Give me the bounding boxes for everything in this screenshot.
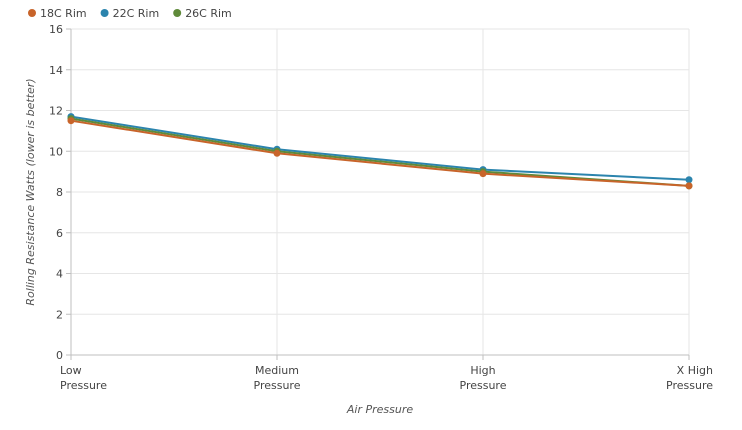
y-tick-label: 8	[56, 186, 63, 199]
y-tick-label: 12	[49, 105, 63, 118]
data-point[interactable]	[67, 117, 75, 125]
legend: 18C Rim 22C Rim 26C Rim	[28, 7, 232, 20]
y-tick-label: 10	[49, 145, 63, 158]
axes: 0 2 4 6 8 10 12 14 16 Low Pressure Medium Pressure Hi…	[49, 23, 713, 392]
legend-marker[interactable]	[28, 9, 36, 17]
series-line	[70, 117, 690, 187]
series-line	[70, 119, 690, 187]
legend-marker[interactable]	[173, 9, 182, 17]
y-tick-label: 14	[49, 64, 63, 77]
y-tick-label: 4	[56, 268, 63, 281]
x-axis-title: Air Pressure	[346, 403, 413, 416]
y-tick-label: 0	[56, 349, 63, 362]
x-tick-label: Medium Pressure	[254, 364, 301, 392]
y-tick-label: 6	[56, 227, 63, 240]
series-layer	[67, 113, 693, 190]
series-line	[70, 115, 690, 181]
data-point[interactable]	[685, 176, 693, 184]
y-axis-title: Rolling Resistance Watts (lower is bette…	[24, 78, 37, 305]
y-tick-label: 2	[56, 308, 63, 321]
legend-label[interactable]: 26C Rim	[185, 7, 232, 20]
data-point[interactable]	[273, 149, 281, 157]
x-tick-label: High Pressure	[460, 364, 507, 392]
data-point[interactable]	[479, 170, 487, 178]
legend-marker[interactable]	[100, 9, 109, 17]
data-point[interactable]	[685, 182, 693, 190]
grid	[71, 28, 690, 355]
legend-label[interactable]: 22C Rim	[113, 7, 160, 20]
x-tick-label: X High Pressure	[666, 364, 713, 392]
legend-label[interactable]: 18C Rim	[40, 7, 87, 20]
x-tick-label: Low Pressure	[60, 364, 107, 392]
y-tick-label: 16	[49, 23, 63, 36]
